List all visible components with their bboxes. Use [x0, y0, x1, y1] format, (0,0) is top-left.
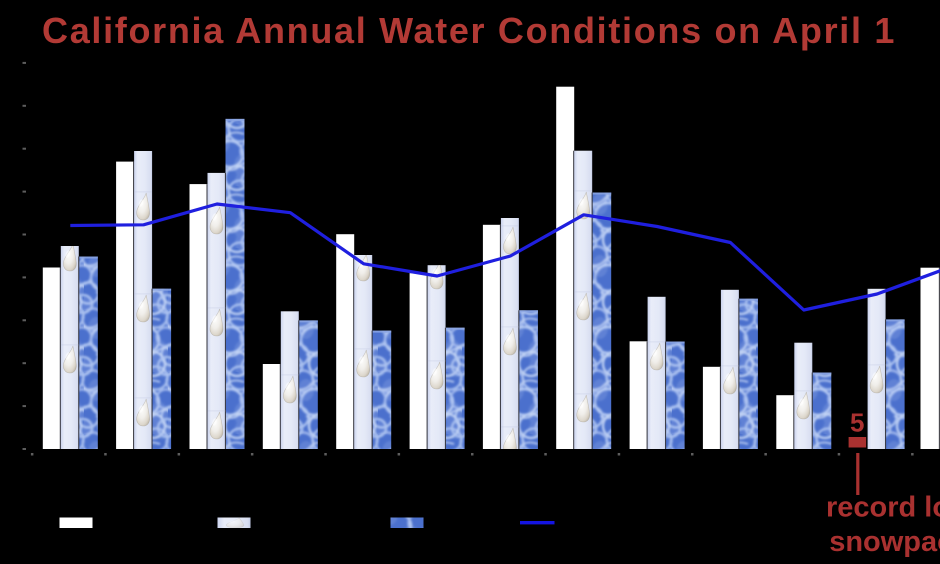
svg-text:5: 5 [850, 408, 864, 438]
svg-text:record low: record low [826, 492, 940, 524]
svg-text:snowpack: snowpack [829, 526, 940, 558]
svg-text:California Annual Water Condit: California Annual Water Conditions on Ap… [42, 10, 896, 51]
